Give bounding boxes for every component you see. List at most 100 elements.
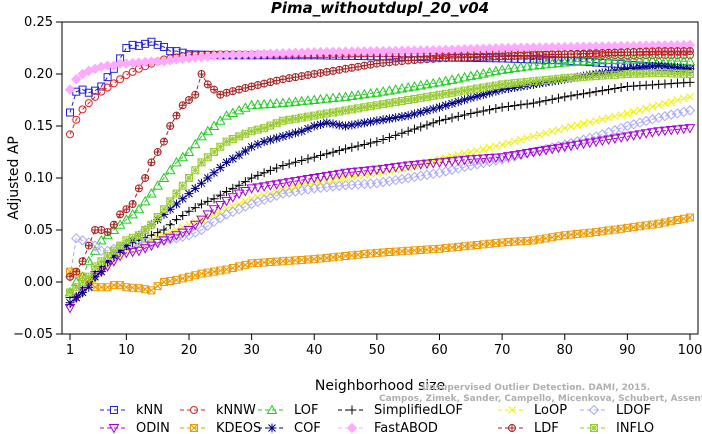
data-point xyxy=(210,148,219,156)
data-point xyxy=(347,105,356,114)
data-point xyxy=(421,169,433,181)
data-point xyxy=(409,160,420,171)
data-point xyxy=(210,85,219,94)
legend-label: LoOP xyxy=(534,403,567,418)
data-point xyxy=(134,231,143,240)
data-point xyxy=(466,109,476,119)
data-point xyxy=(164,233,176,244)
legend-item-inflo: INFLO xyxy=(580,421,654,434)
legend-label: FastABOD xyxy=(374,421,438,434)
data-point xyxy=(110,221,118,229)
data-point xyxy=(585,88,595,98)
data-point xyxy=(635,63,645,73)
data-point xyxy=(191,90,200,99)
data-point xyxy=(497,102,507,112)
x-axis-label: Neighborhood size xyxy=(315,378,445,394)
legend-item-ldof: LDOF xyxy=(580,403,651,418)
data-point xyxy=(197,70,206,78)
data-point xyxy=(415,170,426,182)
legend-item-cof: COF xyxy=(258,421,321,434)
data-point xyxy=(284,130,294,140)
data-point xyxy=(686,70,694,78)
data-point xyxy=(121,214,132,224)
series-line xyxy=(69,81,691,299)
data-point xyxy=(203,80,212,89)
data-point xyxy=(421,159,433,170)
data-point xyxy=(427,159,439,169)
data-point xyxy=(367,61,375,69)
data-point xyxy=(146,188,157,198)
data-point xyxy=(310,70,319,78)
data-point xyxy=(465,155,477,165)
data-point xyxy=(202,220,213,232)
data-point xyxy=(322,67,331,76)
data-point xyxy=(410,94,419,103)
data-point xyxy=(441,114,451,124)
y-tick-label: −0.05 xyxy=(13,327,53,342)
data-point xyxy=(271,180,283,190)
y-tick-label: 0.15 xyxy=(24,119,53,134)
data-point xyxy=(385,58,394,67)
data-point xyxy=(97,257,106,266)
data-point xyxy=(478,157,489,169)
data-point xyxy=(103,228,112,237)
data-point xyxy=(234,150,244,160)
data-point xyxy=(535,76,544,85)
data-point xyxy=(177,231,188,242)
legend-label: SimplifiedLOF xyxy=(374,403,463,418)
data-point xyxy=(298,72,306,80)
data-point xyxy=(647,61,657,71)
data-point xyxy=(492,142,500,151)
data-point xyxy=(321,93,333,103)
data-point xyxy=(508,406,516,414)
data-point xyxy=(540,145,552,156)
data-point xyxy=(616,83,626,93)
data-point xyxy=(178,181,187,190)
y-tick-label: 0.10 xyxy=(24,171,53,186)
data-point xyxy=(378,115,388,125)
data-point xyxy=(127,208,138,219)
data-point xyxy=(441,100,451,110)
data-point xyxy=(348,64,356,72)
data-point xyxy=(628,131,639,141)
data-point xyxy=(446,74,458,84)
data-point xyxy=(77,235,88,246)
data-point xyxy=(334,120,344,130)
data-point xyxy=(278,116,287,125)
data-point xyxy=(554,74,563,83)
legend-label: ODIN xyxy=(136,421,170,434)
data-point xyxy=(548,127,557,136)
data-point xyxy=(189,220,201,231)
data-point xyxy=(315,172,326,183)
data-point xyxy=(346,422,358,434)
data-point xyxy=(215,212,226,224)
data-point xyxy=(584,55,596,65)
data-point xyxy=(291,114,300,123)
data-point xyxy=(204,80,212,88)
data-point xyxy=(460,86,469,95)
data-point xyxy=(384,175,395,187)
data-point xyxy=(72,283,81,292)
data-point xyxy=(172,226,181,234)
data-point xyxy=(258,182,270,192)
data-point xyxy=(579,119,588,128)
data-point xyxy=(384,132,394,142)
data-point xyxy=(215,163,225,173)
data-point xyxy=(196,215,207,226)
data-point xyxy=(371,87,383,97)
data-point xyxy=(366,117,376,127)
data-point xyxy=(172,112,180,120)
data-point xyxy=(216,142,225,151)
data-point xyxy=(347,120,357,130)
data-point xyxy=(397,128,407,138)
data-point xyxy=(166,197,175,206)
data-point xyxy=(109,79,118,88)
data-point xyxy=(103,83,112,92)
data-point xyxy=(466,85,475,94)
data-point xyxy=(596,136,608,147)
data-point xyxy=(253,170,263,180)
data-point xyxy=(473,84,482,93)
data-point xyxy=(71,73,82,85)
data-point xyxy=(603,135,614,146)
